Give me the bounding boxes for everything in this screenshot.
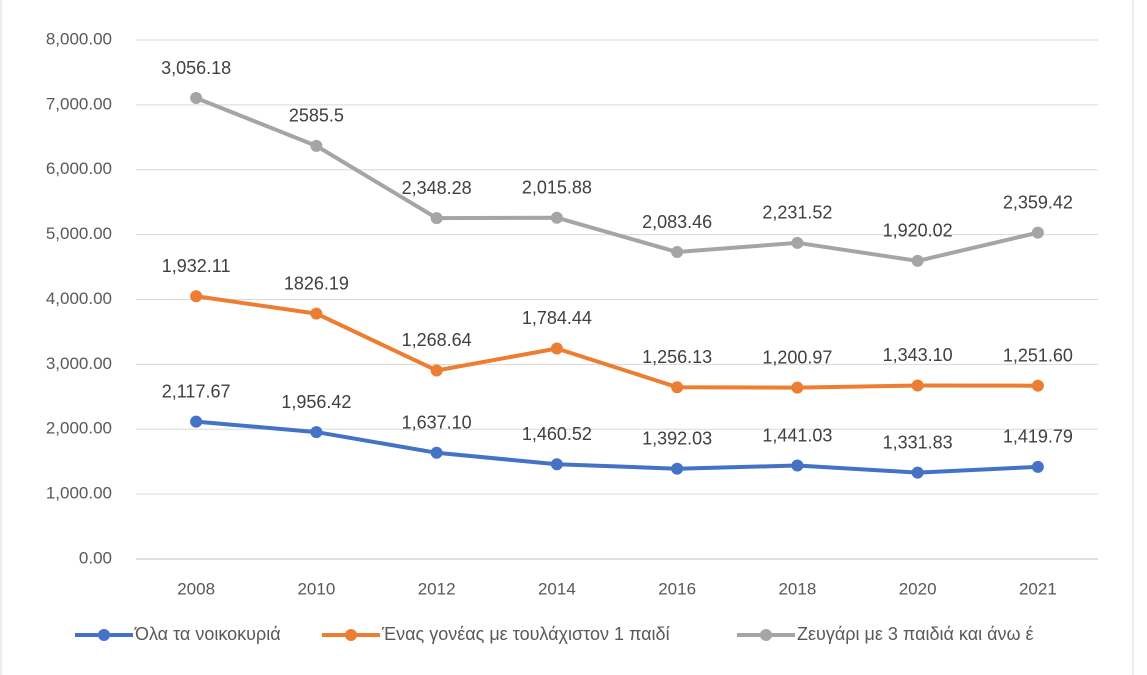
data-point xyxy=(430,364,443,377)
legend-marker xyxy=(345,629,357,641)
data-point xyxy=(671,381,684,394)
data-label: 1,637.10 xyxy=(402,413,472,433)
x-tick-label: 2021 xyxy=(1019,579,1057,598)
y-tick-label: 1,000.00 xyxy=(46,484,112,503)
data-point xyxy=(1031,460,1044,473)
data-point xyxy=(791,381,804,394)
data-label: 1,331.83 xyxy=(883,432,953,452)
data-point xyxy=(671,246,684,259)
legend-label: Ένας γονέας με τουλάχιστον 1 παιδί xyxy=(381,624,670,644)
data-label: 2,359.42 xyxy=(1003,192,1073,212)
data-label: 1,932.11 xyxy=(162,256,231,276)
data-point xyxy=(911,379,924,392)
x-tick-label: 2014 xyxy=(538,579,576,598)
y-tick-label: 0.00 xyxy=(79,548,112,567)
y-tick-label: 5,000.00 xyxy=(46,224,112,243)
data-label: 1,460.52 xyxy=(522,424,592,444)
x-tick-label: 2018 xyxy=(778,579,816,598)
y-tick-label: 8,000.00 xyxy=(46,29,112,48)
data-point xyxy=(791,459,804,472)
data-point xyxy=(190,290,203,303)
legend-marker xyxy=(98,629,110,641)
data-label: 1,956.42 xyxy=(281,392,351,412)
legend-marker xyxy=(760,629,772,641)
x-tick-label: 2016 xyxy=(658,579,696,598)
y-tick-label: 3,000.00 xyxy=(46,354,112,373)
data-label: 2,083.46 xyxy=(642,212,712,232)
data-label: 1826.19 xyxy=(284,273,349,293)
legend-label: Ζευγάρι με 3 παιδιά και άνω έ xyxy=(797,624,1034,644)
data-label: 1,251.60 xyxy=(1003,345,1073,365)
x-tick-label: 2010 xyxy=(297,579,335,598)
y-tick-label: 4,000.00 xyxy=(46,289,112,308)
data-point xyxy=(550,458,563,471)
data-label: 2585.5 xyxy=(289,106,344,126)
data-label: 1,268.64 xyxy=(402,330,472,350)
data-point xyxy=(911,254,924,267)
data-label: 1,441.03 xyxy=(762,425,832,445)
x-tick-label: 2020 xyxy=(899,579,937,598)
y-tick-label: 2,000.00 xyxy=(46,419,112,438)
data-point xyxy=(190,415,203,428)
data-point xyxy=(310,426,323,439)
data-point xyxy=(1031,226,1044,239)
data-point xyxy=(791,236,804,249)
data-point xyxy=(1031,379,1044,392)
data-label: 1,920.02 xyxy=(883,221,953,241)
data-point xyxy=(190,92,203,105)
series-line xyxy=(195,96,1039,263)
data-label: 2,117.67 xyxy=(162,381,231,401)
data-point xyxy=(310,139,323,152)
data-point xyxy=(671,462,684,475)
data-label: 1,256.13 xyxy=(642,347,712,367)
data-label: 2,231.52 xyxy=(762,203,832,223)
x-tick-label: 2012 xyxy=(418,579,456,598)
data-point xyxy=(430,446,443,459)
data-point xyxy=(550,342,563,355)
data-label: 2,348.28 xyxy=(402,178,472,198)
data-label: 3,056.18 xyxy=(161,58,231,78)
legend-label: Όλα τα νοικοκυριά xyxy=(134,624,281,644)
x-tick-label: 2008 xyxy=(177,579,215,598)
data-point xyxy=(430,212,443,225)
data-point xyxy=(310,307,323,320)
series-line xyxy=(195,294,1038,390)
data-label: 1,419.79 xyxy=(1003,427,1073,447)
data-label: 1,392.03 xyxy=(642,428,712,448)
y-tick-label: 6,000.00 xyxy=(46,159,112,178)
data-label: 1,200.97 xyxy=(762,347,832,367)
y-tick-label: 7,000.00 xyxy=(46,94,112,113)
data-label: 2,015.88 xyxy=(522,177,592,197)
data-label: 1,343.10 xyxy=(883,345,953,365)
data-point xyxy=(911,466,924,479)
series-line xyxy=(195,419,1038,475)
data-label: 1,784.44 xyxy=(522,308,592,328)
data-point xyxy=(550,211,563,224)
